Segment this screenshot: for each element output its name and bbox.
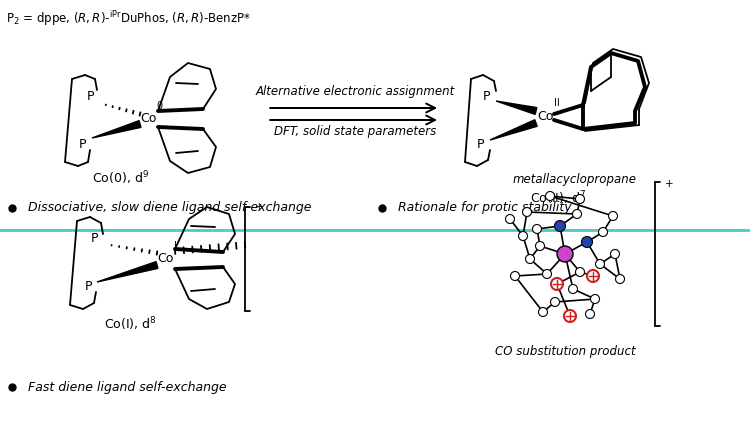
Text: Co(0), d$^9$: Co(0), d$^9$ (92, 169, 148, 187)
Text: P: P (482, 90, 490, 103)
Text: I: I (173, 241, 176, 251)
Text: DFT, solid state parameters: DFT, solid state parameters (274, 125, 436, 138)
Text: +: + (665, 179, 674, 189)
Circle shape (575, 195, 584, 203)
Circle shape (536, 241, 544, 251)
Text: II: II (554, 98, 560, 108)
Text: Alternative electronic assignment: Alternative electronic assignment (255, 86, 454, 98)
Circle shape (511, 271, 520, 281)
Text: CO substitution product: CO substitution product (495, 346, 635, 359)
Text: Dissociative, slow diene ligand self-exchange: Dissociative, slow diene ligand self-exc… (20, 201, 311, 214)
Text: P: P (476, 138, 484, 151)
Text: P: P (92, 233, 99, 246)
Circle shape (542, 270, 551, 279)
Circle shape (550, 298, 560, 306)
Circle shape (518, 232, 527, 241)
Text: 0: 0 (156, 101, 162, 111)
Circle shape (596, 260, 604, 268)
Text: Co: Co (537, 111, 554, 124)
Text: P: P (86, 90, 94, 103)
Text: P: P (84, 281, 92, 293)
Circle shape (572, 209, 581, 219)
Text: Co(I), d$^8$: Co(I), d$^8$ (104, 315, 157, 333)
Text: Rationale for protic stability: Rationale for protic stability (390, 201, 572, 214)
Circle shape (568, 284, 578, 293)
Circle shape (545, 192, 554, 200)
Circle shape (587, 270, 599, 282)
Circle shape (575, 268, 584, 276)
Polygon shape (496, 101, 537, 114)
Circle shape (598, 227, 608, 236)
Circle shape (506, 214, 515, 224)
Text: P: P (80, 138, 87, 151)
Text: Co(II), d$^7$: Co(II), d$^7$ (530, 189, 586, 207)
Polygon shape (92, 121, 141, 138)
Circle shape (554, 221, 566, 232)
Circle shape (581, 236, 592, 247)
Circle shape (610, 249, 620, 259)
Text: Co: Co (157, 252, 173, 265)
Circle shape (586, 309, 595, 319)
Text: P$_2$ = dppe, $(R,R)$-$^{\rm iPr}$DuPhos, $(R,R)$-BenzP*: P$_2$ = dppe, $(R,R)$-$^{\rm iPr}$DuPhos… (6, 9, 251, 28)
Polygon shape (490, 120, 537, 140)
Text: +: + (255, 202, 264, 212)
Text: Co: Co (140, 113, 156, 125)
Circle shape (532, 225, 542, 233)
Text: metallacyclopropane: metallacyclopropane (513, 173, 637, 187)
Circle shape (616, 274, 625, 284)
Polygon shape (97, 262, 158, 282)
Circle shape (526, 254, 535, 263)
Circle shape (590, 295, 599, 303)
Circle shape (564, 310, 576, 322)
Circle shape (538, 308, 548, 316)
Circle shape (523, 208, 532, 216)
Circle shape (557, 246, 573, 262)
Circle shape (608, 211, 617, 221)
Circle shape (551, 278, 563, 290)
Text: Fast diene ligand self-exchange: Fast diene ligand self-exchange (20, 381, 226, 393)
